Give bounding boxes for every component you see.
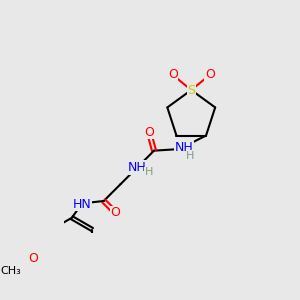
- Text: O: O: [28, 251, 38, 265]
- Text: CH₃: CH₃: [1, 266, 22, 276]
- Text: O: O: [205, 68, 214, 81]
- Text: NH: NH: [128, 161, 147, 174]
- Text: O: O: [110, 206, 120, 219]
- Text: O: O: [144, 126, 154, 139]
- Text: H: H: [186, 151, 194, 161]
- Text: HN: HN: [73, 198, 91, 211]
- Text: NH: NH: [175, 141, 194, 154]
- Text: S: S: [187, 83, 195, 97]
- Text: H: H: [145, 167, 153, 178]
- Text: O: O: [168, 68, 178, 81]
